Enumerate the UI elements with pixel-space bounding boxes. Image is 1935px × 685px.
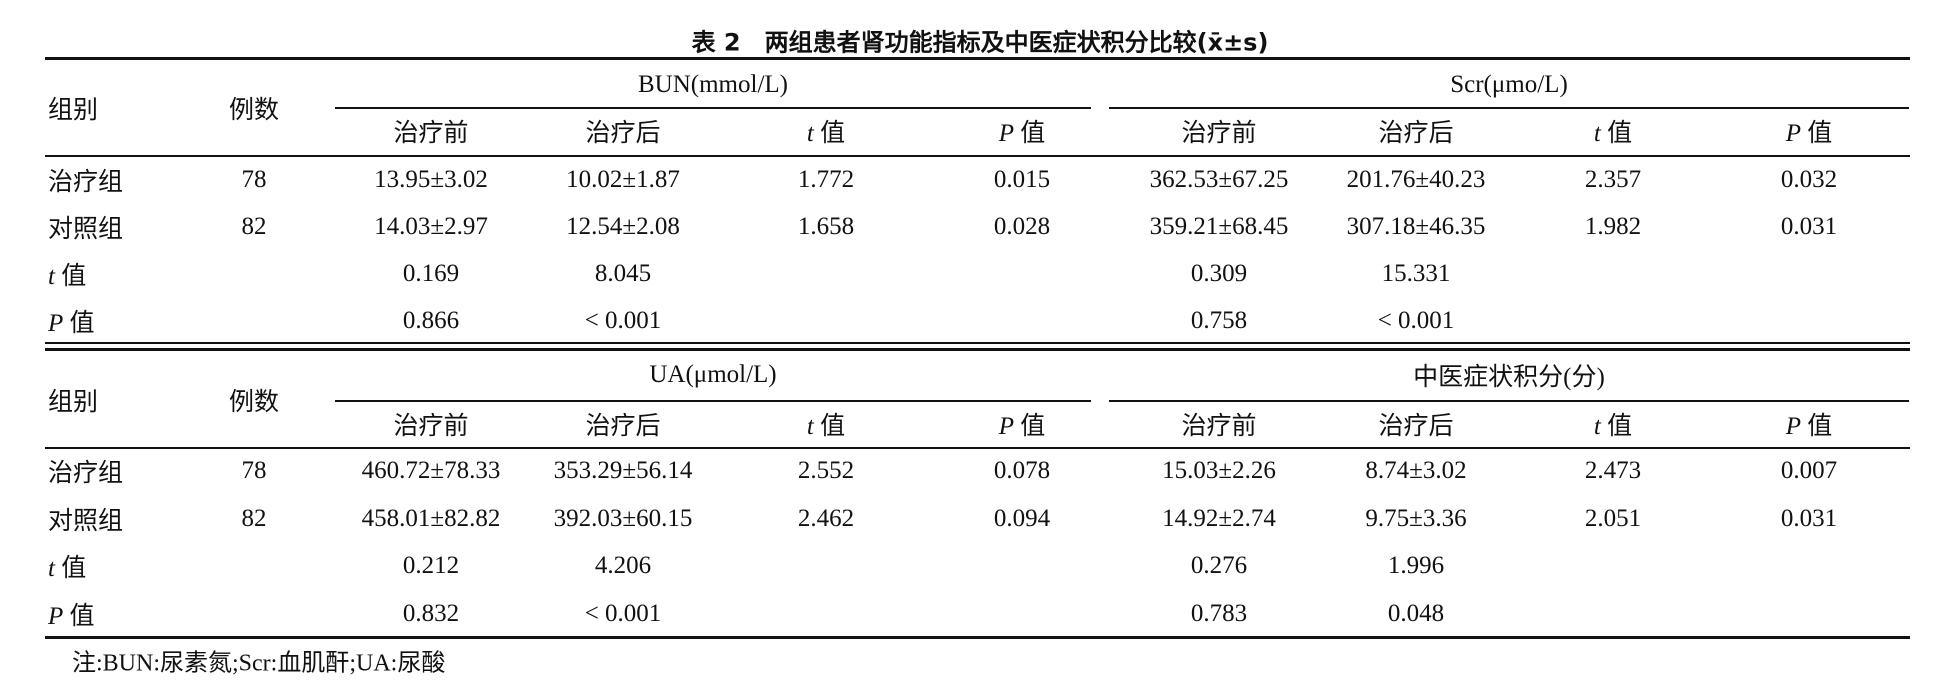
sub-header: 治疗前 <box>1181 120 1257 147</box>
table-cell: 0.031 <box>1780 505 1838 532</box>
group-header: BUN(mmol/L) <box>638 71 788 98</box>
bottom-rule <box>45 636 1910 639</box>
sub-header: t 值 <box>1593 120 1633 147</box>
table-cell: 8.045 <box>594 260 652 287</box>
row-label: P 值 <box>48 310 95 337</box>
table-cell: 0.048 <box>1387 600 1445 627</box>
rule <box>1109 400 1909 402</box>
table-cell: 0.031 <box>1780 213 1838 240</box>
table-title: 表 2 两组患者肾功能指标及中医症状积分比较(x̄±s) <box>691 28 1269 57</box>
table-cell: 15.03±2.26 <box>1162 457 1276 484</box>
table-cell: 1.982 <box>1584 213 1642 240</box>
sub-header: 治疗后 <box>1378 120 1454 147</box>
table-cell: 353.29±56.14 <box>553 457 693 484</box>
table-cell: 1.658 <box>797 213 855 240</box>
row-label: P 值 <box>48 603 95 630</box>
sub-header: P 值 <box>1785 120 1833 147</box>
group-header: Scr(μmo/L) <box>1450 71 1568 98</box>
table-cell: 78 <box>241 457 267 484</box>
column-header: 例数 <box>228 388 280 416</box>
group-header: UA(μmol/L) <box>649 361 777 388</box>
double-rule <box>45 348 1910 351</box>
table-cell: 0.276 <box>1190 552 1248 579</box>
table-cell: 14.03±2.97 <box>374 213 488 240</box>
table-cell: 78 <box>241 166 267 193</box>
table-cell: < 0.001 <box>584 600 662 627</box>
table-cell: 201.76±40.23 <box>1346 166 1486 193</box>
table-cell: 4.206 <box>594 552 652 579</box>
table-cell: 359.21±68.45 <box>1149 213 1289 240</box>
sub-header: 治疗前 <box>393 120 469 147</box>
table-cell: 82 <box>241 213 267 240</box>
sub-header: 治疗后 <box>1378 413 1454 440</box>
table-cell: 0.028 <box>993 213 1051 240</box>
table-cell: 0.212 <box>402 552 460 579</box>
rule <box>45 447 1910 449</box>
column-header: 组别 <box>48 97 99 124</box>
sub-header: P 值 <box>998 120 1046 147</box>
top-rule <box>45 57 1910 60</box>
table-cell: 392.03±60.15 <box>553 505 693 532</box>
sub-header: t 值 <box>806 120 846 147</box>
table-cell: 362.53±67.25 <box>1149 166 1289 193</box>
rule <box>1109 107 1909 109</box>
sub-header: 治疗前 <box>393 413 469 440</box>
table-cell: 458.01±82.82 <box>361 505 501 532</box>
sub-header: t 值 <box>1593 413 1633 440</box>
table-cell: 2.051 <box>1584 505 1642 532</box>
table-cell: 2.552 <box>797 457 855 484</box>
table-cell: 10.02±1.87 <box>566 166 680 193</box>
table-cell: 0.783 <box>1190 600 1248 627</box>
table-cell: 8.74±3.02 <box>1365 457 1467 484</box>
rule <box>335 107 1091 109</box>
table-note: 注:BUN:尿素氮;Scr:血肌酐;UA:尿酸 <box>72 650 446 677</box>
table-cell: 14.92±2.74 <box>1162 505 1276 532</box>
table-cell: 0.866 <box>402 307 460 334</box>
row-label: 治疗组 <box>48 169 124 196</box>
table-cell: < 0.001 <box>1377 307 1455 334</box>
group-header: 中医症状积分(分) <box>1413 364 1605 391</box>
table-cell: 0.078 <box>993 457 1051 484</box>
sub-header: P 值 <box>998 413 1046 440</box>
table-cell: 0.309 <box>1190 260 1248 287</box>
table-cell: < 0.001 <box>584 307 662 334</box>
row-label: 治疗组 <box>48 460 124 487</box>
rule <box>45 155 1910 157</box>
table-cell: 2.357 <box>1584 166 1642 193</box>
table-cell: 0.094 <box>993 505 1051 532</box>
table-cell: 0.832 <box>402 600 460 627</box>
row-label: 对照组 <box>48 508 124 535</box>
sub-header: 治疗后 <box>585 120 661 147</box>
table-cell: 82 <box>241 505 267 532</box>
rule <box>335 400 1091 402</box>
table-cell: 9.75±3.36 <box>1365 505 1467 532</box>
table-cell: 307.18±46.35 <box>1346 213 1486 240</box>
table-cell: 1.772 <box>797 166 855 193</box>
row-label: 对照组 <box>48 216 124 243</box>
table-cell: 2.473 <box>1584 457 1642 484</box>
table-cell: 12.54±2.08 <box>566 213 680 240</box>
table-cell: 0.032 <box>1780 166 1838 193</box>
table-cell: 2.462 <box>797 505 855 532</box>
sub-header: 治疗前 <box>1181 413 1257 440</box>
sub-header: t 值 <box>806 413 846 440</box>
row-label: t 值 <box>48 555 87 582</box>
table-cell: 0.015 <box>993 166 1051 193</box>
row-label: t 值 <box>48 263 87 290</box>
table-cell: 13.95±3.02 <box>374 166 488 193</box>
sub-header: P 值 <box>1785 413 1833 440</box>
table-cell: 0.758 <box>1190 307 1248 334</box>
column-header: 例数 <box>228 97 280 124</box>
table-cell: 1.996 <box>1387 552 1445 579</box>
table-cell: 0.169 <box>402 260 460 287</box>
table-cell: 460.72±78.33 <box>361 457 501 484</box>
table-cell: 15.331 <box>1381 260 1451 287</box>
column-header: 组别 <box>48 388 99 416</box>
table-cell: 0.007 <box>1780 457 1838 484</box>
double-rule <box>45 342 1910 344</box>
sub-header: 治疗后 <box>585 413 661 440</box>
